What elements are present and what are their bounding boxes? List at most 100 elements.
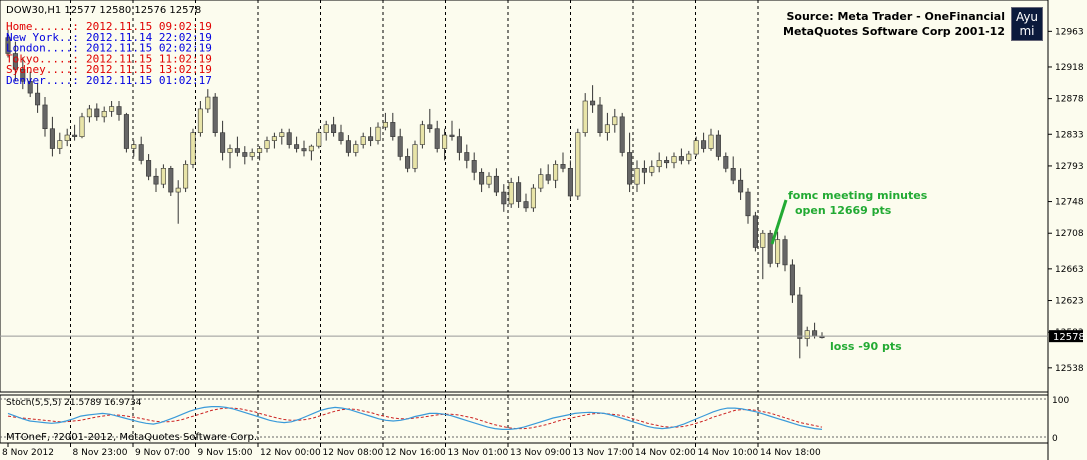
- candle-body: [138, 144, 144, 161]
- candle-body: [419, 124, 425, 145]
- candle-body: [153, 175, 159, 185]
- stoch-signal-line: [7, 407, 823, 430]
- candle: [405, 148, 411, 173]
- candle: [249, 148, 255, 161]
- candle: [782, 235, 788, 272]
- candle-body: [279, 132, 285, 137]
- candle-body: [723, 156, 729, 169]
- candle-body: [582, 100, 588, 133]
- candle-body: [612, 116, 618, 126]
- candle: [390, 112, 396, 141]
- y-tick-label: 12918: [1055, 63, 1084, 73]
- candle-body: [242, 152, 248, 157]
- x-tick-label: 14 Nov 02:00: [635, 448, 696, 458]
- candle-body: [190, 132, 196, 165]
- candle-body: [471, 160, 477, 173]
- candle: [72, 124, 78, 141]
- candle: [419, 120, 425, 149]
- candle-body: [479, 171, 485, 185]
- candle: [412, 140, 418, 173]
- candle-body: [619, 116, 625, 153]
- candle-body: [530, 187, 536, 209]
- candle: [693, 136, 699, 157]
- candle: [12, 41, 18, 82]
- candle-body: [671, 156, 677, 164]
- clock-label: Home......:: [6, 20, 79, 33]
- candle-body: [730, 168, 736, 181]
- y-tick-label: 12623: [1055, 297, 1084, 307]
- candle-body: [797, 294, 803, 339]
- candle-body: [752, 215, 758, 248]
- logo-bottom-text: mi: [1019, 24, 1035, 38]
- candle: [789, 259, 795, 303]
- candle-body: [442, 134, 448, 149]
- stoch-tick-0: 0: [1052, 434, 1058, 444]
- candle-body: [590, 100, 596, 106]
- indicator-copyright: MTOneF, ?2001-2012, MetaQuotes Software …: [6, 432, 257, 443]
- ayumi-logo: Ayu mi: [1011, 7, 1043, 41]
- candle: [345, 135, 351, 157]
- candle-body: [634, 168, 640, 185]
- candle: [464, 144, 470, 169]
- indicator-frame: [0, 394, 1049, 444]
- candle: [649, 160, 655, 177]
- candle: [131, 140, 137, 157]
- candle-body: [294, 144, 300, 149]
- candle-body: [456, 136, 462, 153]
- candle-body: [271, 136, 277, 141]
- candle: [723, 152, 729, 173]
- candle: [678, 148, 684, 165]
- clock-label: New York..:: [6, 31, 79, 44]
- y-tick-label: 12708: [1055, 229, 1084, 239]
- candle-body: [656, 160, 662, 168]
- candle-body: [405, 156, 411, 169]
- x-tick-label: 13 Nov 17:00: [573, 448, 634, 458]
- candle-body: [101, 111, 107, 118]
- candle: [560, 152, 566, 173]
- candle-body: [464, 152, 470, 161]
- candle: [175, 180, 181, 224]
- candle: [146, 154, 152, 181]
- x-tick-label: 8 Nov 2012: [2, 448, 54, 458]
- candle: [449, 120, 455, 141]
- candle-body: [715, 134, 721, 157]
- clock-value: 2012.11.14 22:02:19: [86, 31, 212, 44]
- candle: [686, 150, 692, 165]
- clock-panel: Home......: 2012.11.15 09:02:19 New York..…: [6, 20, 212, 87]
- source-line-2: MetaQuotes Software Corp 2001-12: [783, 25, 1005, 38]
- candle-body: [508, 182, 514, 205]
- candle: [597, 97, 603, 137]
- fomc-arrow: [770, 199, 788, 245]
- candle-body: [338, 132, 344, 141]
- y-axis: 1253812583126231266312708127481279312833…: [1048, 27, 1084, 374]
- candle-body: [86, 108, 92, 118]
- candle-body: [760, 232, 766, 248]
- x-tick-label: 13 Nov 01:00: [448, 448, 509, 458]
- clock-value: 2012.11.15 01:02:17: [86, 74, 212, 87]
- y-tick-label: 12793: [1055, 162, 1084, 172]
- candle-body: [212, 96, 218, 133]
- candle-body: [708, 134, 714, 149]
- candle-body: [641, 168, 647, 173]
- x-tick-label: 8 Nov 23:00: [73, 448, 128, 458]
- candle-body: [131, 144, 137, 149]
- candle-body: [627, 152, 633, 185]
- candle-body: [12, 53, 18, 70]
- candle-body: [79, 116, 85, 137]
- y-tick-label: 12963: [1055, 27, 1084, 37]
- candle-body: [553, 164, 559, 181]
- candle-body: [360, 136, 366, 145]
- candle-body: [804, 330, 810, 339]
- y-tick-label: 12748: [1055, 198, 1084, 208]
- stoch-tick-100: 100: [1052, 396, 1069, 406]
- candle-body: [390, 122, 396, 137]
- candle: [493, 168, 499, 197]
- loss-annotation: loss -90 pts: [830, 340, 902, 353]
- candle-body: [812, 330, 818, 337]
- candle: [612, 108, 618, 133]
- candle-body: [64, 134, 70, 141]
- candle-body: [20, 69, 26, 82]
- candle: [264, 136, 270, 153]
- x-axis: 8 Nov 2012 8 Nov 23:00 9 Nov 07:00 9 Nov 15…: [2, 443, 821, 458]
